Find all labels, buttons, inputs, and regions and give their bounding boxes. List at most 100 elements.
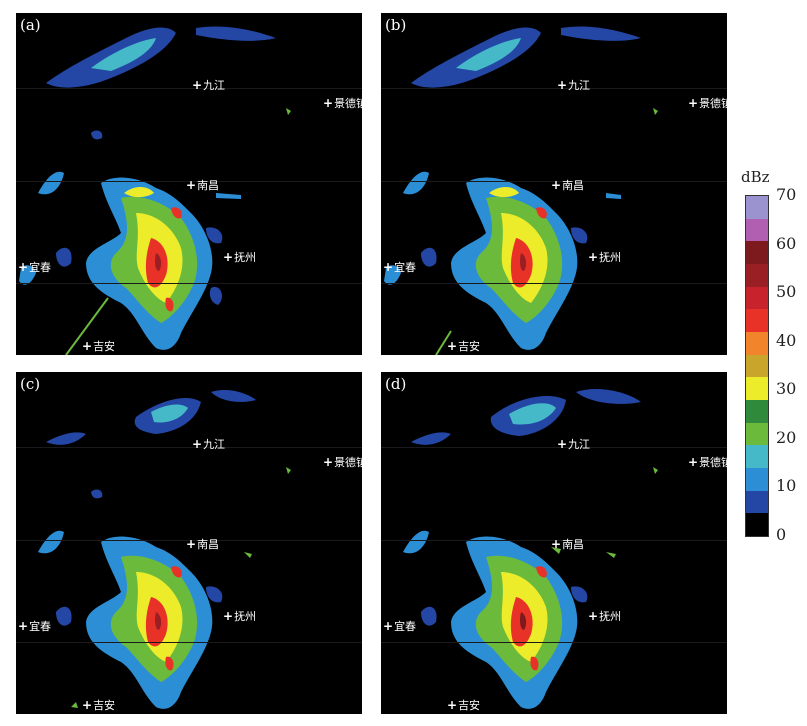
city-marker: +	[383, 260, 394, 274]
city-jingdezhen: +景德镇	[323, 454, 362, 470]
colorbar-tick-label: 30	[776, 379, 797, 399]
northern-echo-band	[411, 389, 641, 445]
western-echo-cells	[403, 530, 437, 626]
colorbar-segment	[746, 264, 768, 288]
main-storm-complex	[86, 177, 213, 350]
city-label: 宜春	[394, 620, 417, 633]
city-marker: +	[192, 78, 203, 92]
city-jingdezhen: +景德镇	[323, 95, 362, 111]
city-jingdezhen: +景德镇	[688, 95, 727, 111]
city-label: 九江	[203, 79, 226, 92]
colorbar-segment	[746, 377, 768, 401]
city-marker: +	[186, 178, 197, 192]
radar-echo-image	[38, 389, 291, 709]
map-gridline	[16, 642, 362, 643]
scattered-echoes	[551, 467, 658, 603]
city-label: 南昌	[562, 179, 585, 192]
city-label: 宜春	[394, 261, 417, 274]
city-marker: +	[588, 609, 599, 623]
panel-label: (d)	[385, 375, 407, 393]
city-marker: +	[192, 437, 203, 451]
colorbar-segment	[746, 400, 768, 424]
western-echo-cells	[38, 489, 103, 626]
city-marker: +	[557, 78, 568, 92]
map-gridline	[381, 447, 727, 448]
city-nanchang: +南昌	[551, 536, 584, 552]
colorbar-tick-label: 20	[776, 427, 797, 447]
city-yichun: +宜春	[383, 618, 416, 634]
colorbar-tick-label: 10	[776, 476, 797, 496]
city-marker: +	[82, 698, 93, 712]
radar-echo-image	[403, 389, 658, 709]
radar-panel-c: (c) +九江 +景德镇 +南昌 +宜春 +抚州 +吉安	[16, 372, 362, 714]
city-jian: +吉安	[82, 697, 115, 713]
city-marker: +	[688, 455, 699, 469]
radar-panel-a: (a) +九江 +景德镇 +南昌 +宜春 +抚州 +吉安	[16, 13, 362, 355]
city-marker: +	[223, 250, 234, 264]
map-gridline	[16, 283, 362, 284]
city-nanchang: +南昌	[186, 536, 219, 552]
colorbar-tick-label: 0	[776, 525, 787, 544]
map-gridline	[381, 540, 727, 541]
northern-echo-band	[46, 26, 276, 88]
map-gridline	[16, 88, 362, 89]
city-yichun: +宜春	[18, 618, 51, 634]
interference-ray	[435, 330, 452, 355]
city-marker: +	[447, 698, 458, 712]
city-jiujiang: +九江	[557, 436, 590, 452]
northern-echo-band	[46, 389, 256, 445]
city-marker: +	[82, 339, 93, 353]
city-marker: +	[323, 96, 334, 110]
colorbar-segment	[746, 490, 768, 514]
radar-echo-image	[19, 26, 291, 355]
scattered-echoes	[571, 108, 658, 244]
colorbar-segment	[746, 468, 768, 492]
city-label: 南昌	[562, 538, 585, 551]
city-label: 宜春	[29, 261, 52, 274]
panel-label: (c)	[20, 375, 41, 393]
city-marker: +	[223, 609, 234, 623]
city-jiujiang: +九江	[192, 77, 225, 93]
city-label: 九江	[203, 438, 226, 451]
city-fuzhou: +抚州	[588, 249, 621, 265]
colorbar-segment	[746, 445, 768, 469]
radar-panel-d: (d) +九江 +景德镇 +南昌 +宜春 +抚州 +吉安	[381, 372, 727, 714]
colorbar-segment	[746, 422, 768, 446]
colorbar-segment	[746, 196, 768, 220]
city-nanchang: +南昌	[186, 177, 219, 193]
city-marker: +	[186, 537, 197, 551]
colorbar-segment	[746, 354, 768, 378]
colorbar-tick-label: 60	[776, 233, 797, 253]
city-marker: +	[18, 619, 29, 633]
radar-echo-image	[384, 26, 658, 355]
city-marker: +	[18, 260, 29, 274]
city-marker: +	[557, 437, 568, 451]
western-echo-cells	[19, 130, 103, 285]
scattered-echoes	[71, 467, 291, 708]
northern-echo-band	[411, 26, 641, 88]
city-fuzhou: +抚州	[223, 249, 256, 265]
panel-label: (a)	[20, 16, 41, 34]
main-storm-complex	[451, 177, 578, 350]
map-gridline	[381, 88, 727, 89]
colorbar-tick-label: 40	[776, 330, 797, 350]
city-jingdezhen: +景德镇	[688, 454, 727, 470]
city-marker: +	[551, 537, 562, 551]
city-marker: +	[551, 178, 562, 192]
city-jian: +吉安	[447, 338, 480, 354]
city-label: 抚州	[234, 251, 257, 264]
city-label: 宜春	[29, 620, 52, 633]
city-label: 吉安	[458, 340, 481, 353]
city-marker: +	[323, 455, 334, 469]
city-label: 吉安	[93, 340, 116, 353]
colorbar-unit: dBz	[741, 168, 770, 186]
city-label: 抚州	[234, 610, 257, 623]
city-nanchang: +南昌	[551, 177, 584, 193]
colorbar-tick-label: 50	[776, 282, 797, 302]
colorbar-segment	[746, 332, 768, 356]
main-storm-complex	[451, 536, 578, 709]
city-fuzhou: +抚州	[223, 608, 256, 624]
map-gridline	[381, 642, 727, 643]
city-label: 南昌	[197, 538, 220, 551]
colorbar-tick-label: 70	[776, 185, 797, 204]
